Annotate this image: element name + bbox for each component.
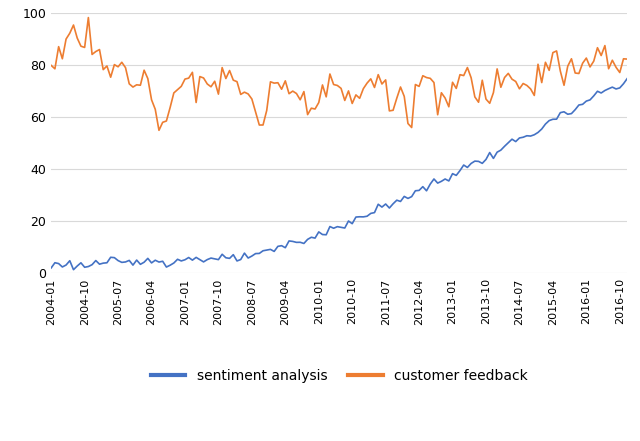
Legend: sentiment analysis, customer feedback: sentiment analysis, customer feedback xyxy=(145,364,533,389)
